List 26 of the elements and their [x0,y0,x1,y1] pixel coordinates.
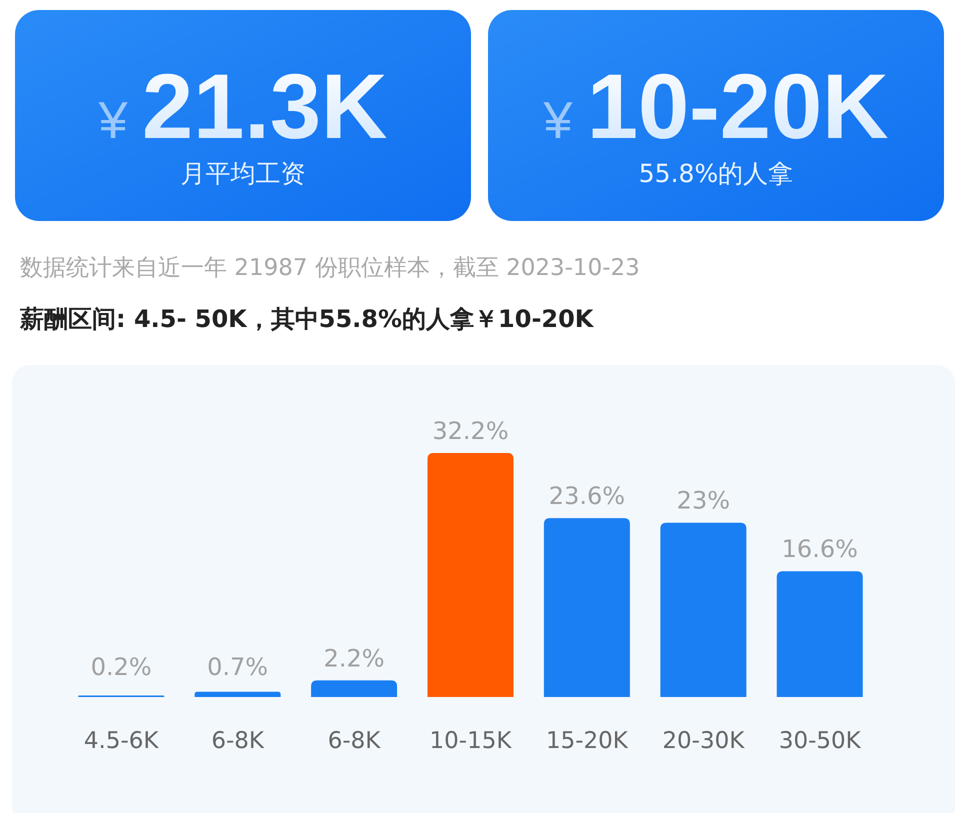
data-label: 2.2% [324,644,385,672]
chart-title: 薪酬区间: 4.5- 50K，其中55.8%的人拿￥10-20K [19,305,595,333]
x-tick-label: 4.5-6K [84,728,160,754]
data-label: 16.6% [782,535,858,564]
x-tick-label: 20-30K [662,728,746,754]
x-tick-label: 6-8K [328,728,382,754]
text: ¥21.3K [98,56,388,158]
data-label: 23.6% [548,482,626,510]
x-tick-label: 15-20K [546,728,629,754]
data-label: 0.2% [90,653,152,681]
text: 55.8%的人拿 [638,159,794,188]
data-label: 23% [676,486,730,515]
x-tick-label: 10-15K [430,728,512,754]
bar [660,522,746,697]
x-tick-label: 6-8K [211,728,265,754]
bar [311,680,398,697]
chart-subtitle: 数据统计来自近一年 21987 份职位样本，截至 2023-10-23 [20,255,640,281]
x-tick-label: 30-50K [778,728,862,754]
text: ¥10-20K [542,56,889,158]
text: 月平均工资 [180,159,306,188]
bar [428,453,514,697]
bar [194,692,281,697]
bar [544,518,630,697]
bar [776,571,863,697]
data-label: 32.2% [432,417,509,445]
data-label: 0.7% [207,653,268,681]
